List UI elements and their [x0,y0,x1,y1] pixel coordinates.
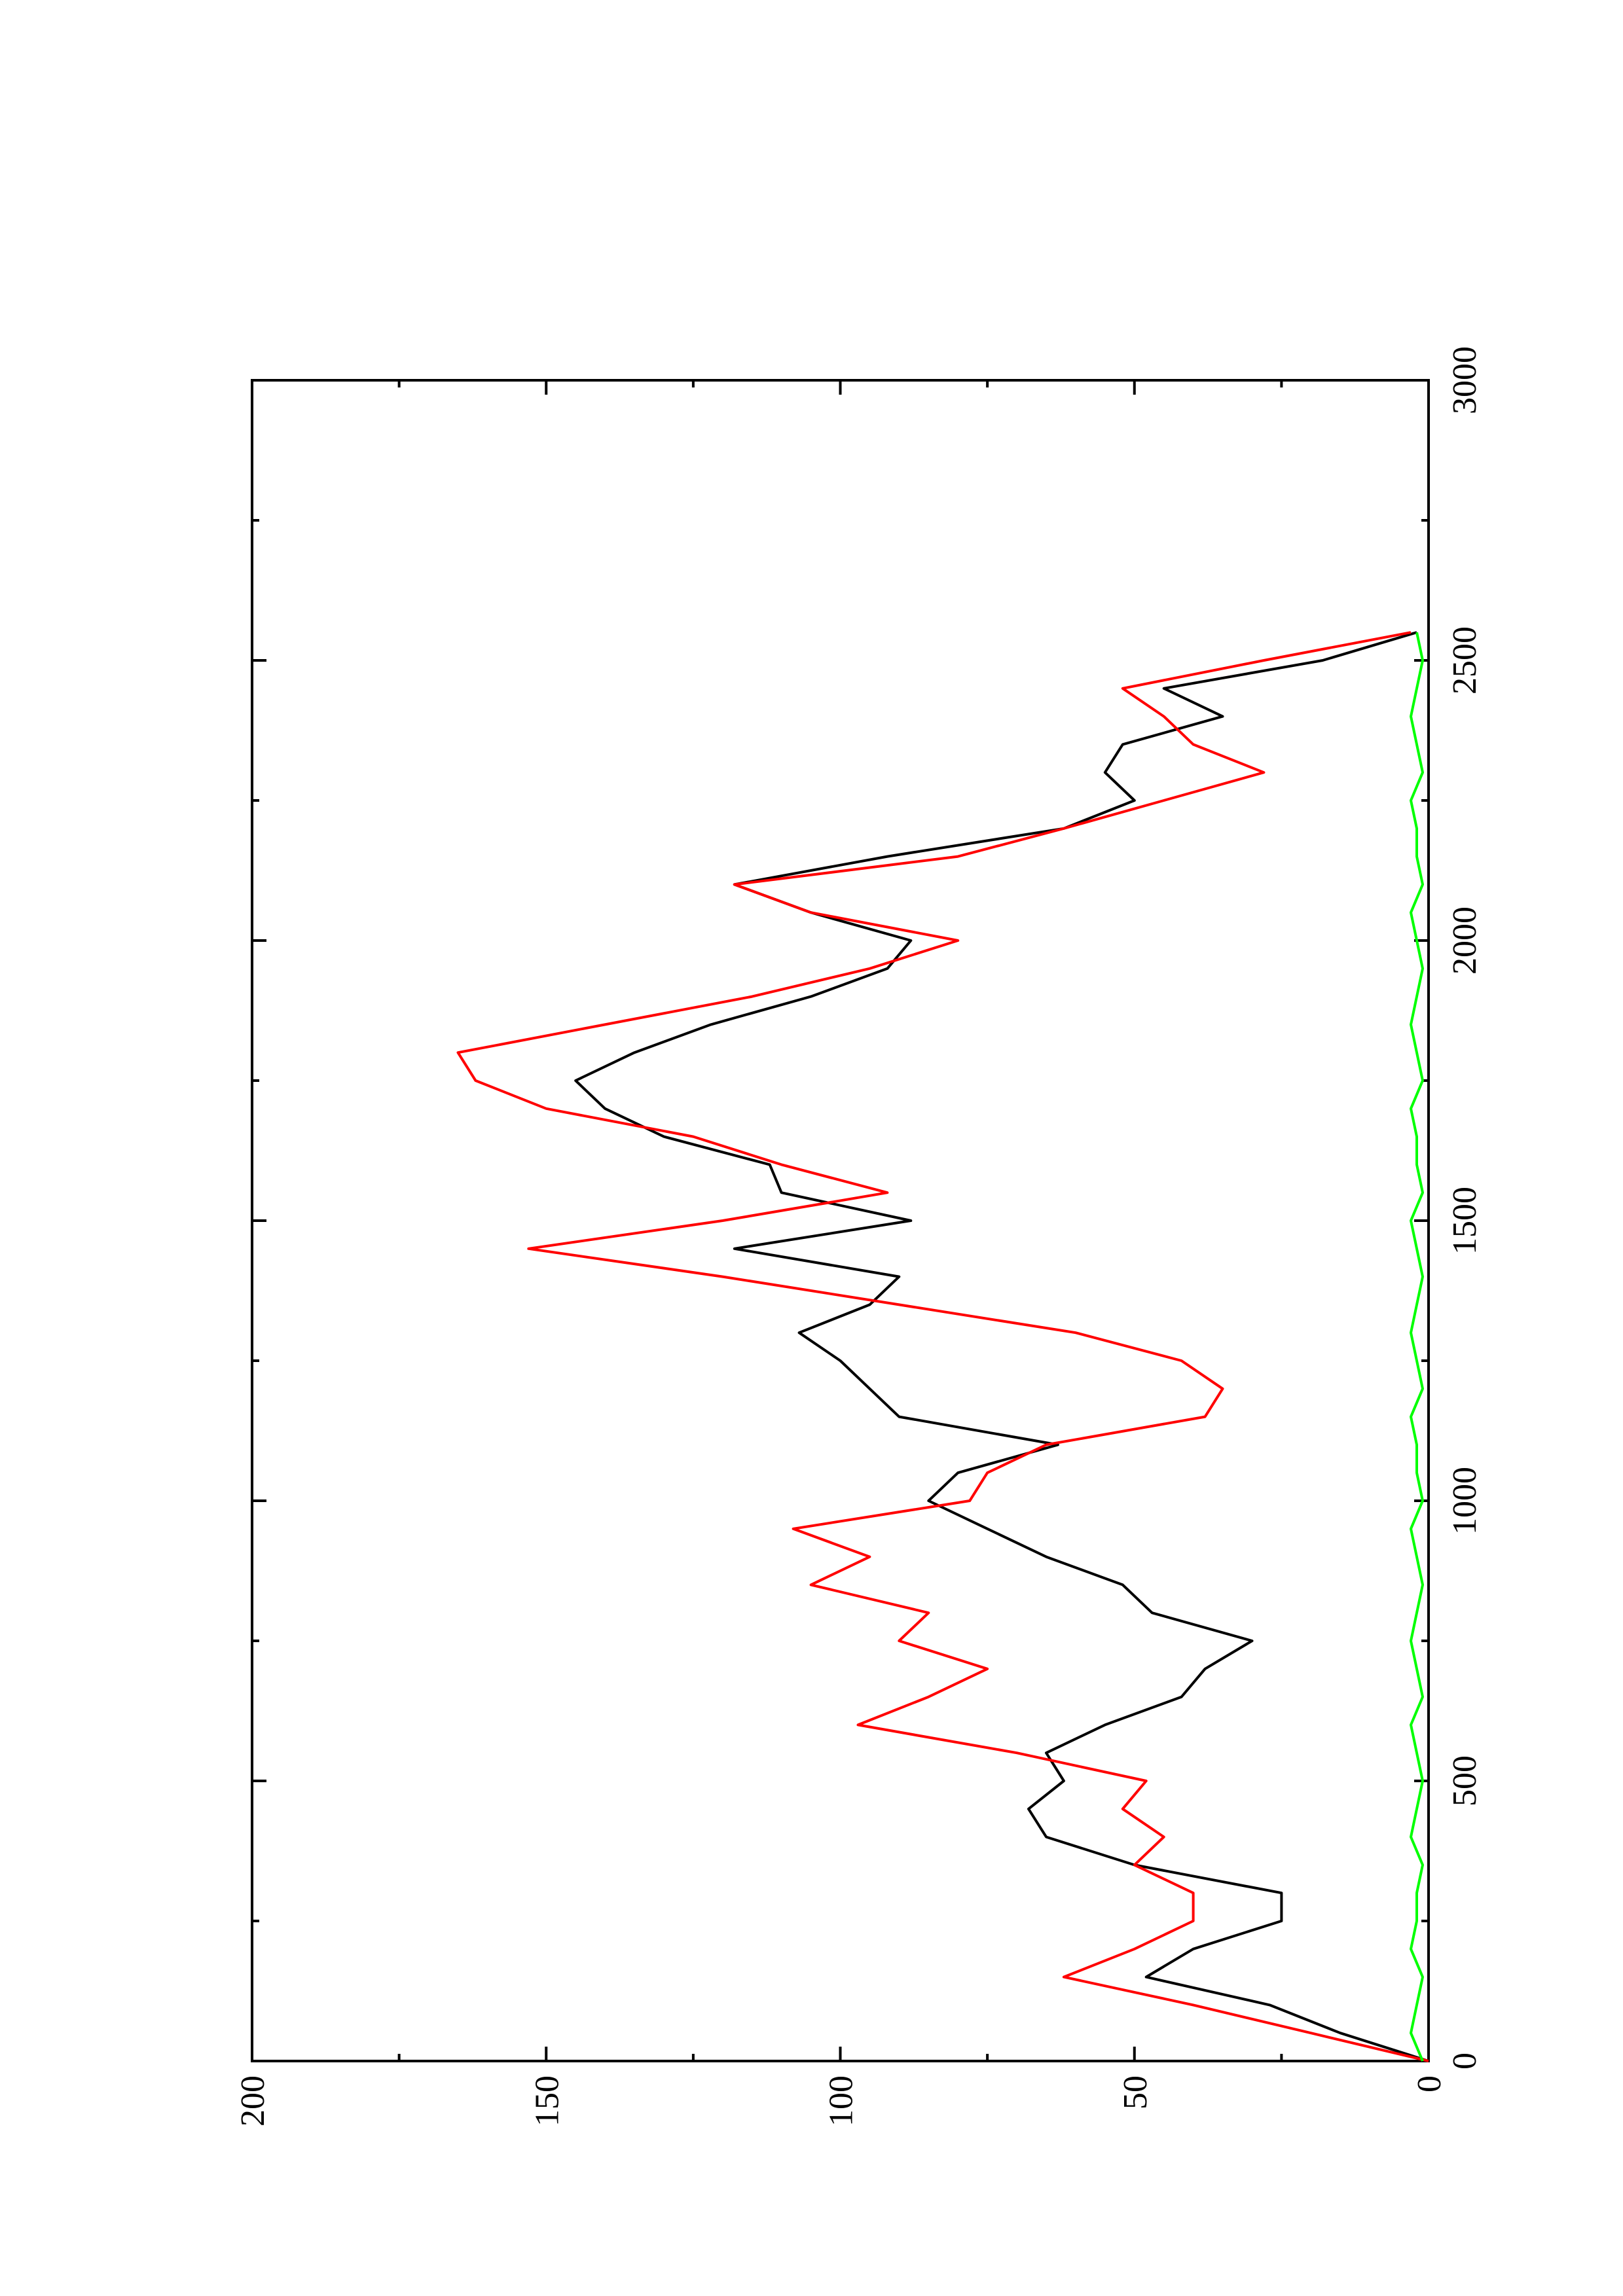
x-tick-label: 1000 [1446,1467,1484,1535]
x-tick-label: 0 [1446,2053,1484,2070]
y-tick-label: 0 [1411,2075,1448,2092]
y-tick-label: 150 [528,2075,566,2126]
x-tick-label: 1500 [1446,1187,1484,1255]
y-tick-label: 50 [1117,2075,1154,2109]
rotated-plot: 0 500 1000 1500 2000 2500 3000 0 50 100 150 200 [234,346,1484,2126]
plot-frame [251,379,1430,2062]
x-tick-label: 3000 [1446,346,1484,414]
y-tick-label: 200 [234,2075,272,2126]
series-line [456,631,1429,2062]
series-line [1410,632,1424,2062]
y-tick-label: 100 [823,2075,860,2126]
x-tick-label: 500 [1446,1755,1484,1806]
x-tick-label: 2500 [1446,626,1484,694]
x-tick-label: 2000 [1446,906,1484,975]
series-line [574,631,1429,2062]
